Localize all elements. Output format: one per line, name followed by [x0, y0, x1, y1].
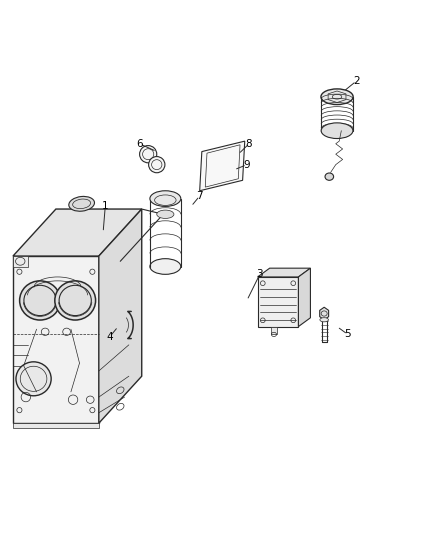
Ellipse shape — [150, 259, 181, 274]
Text: 7: 7 — [196, 191, 203, 201]
Ellipse shape — [55, 281, 95, 320]
Polygon shape — [13, 256, 28, 266]
Polygon shape — [13, 256, 99, 423]
Polygon shape — [271, 327, 277, 334]
Text: 5: 5 — [344, 329, 351, 340]
Text: 4: 4 — [106, 332, 113, 342]
Ellipse shape — [69, 196, 95, 211]
Text: 6: 6 — [136, 139, 143, 149]
Polygon shape — [200, 141, 245, 191]
Text: 2: 2 — [353, 76, 360, 86]
Polygon shape — [258, 277, 298, 327]
Ellipse shape — [20, 281, 60, 320]
Polygon shape — [258, 268, 311, 277]
Ellipse shape — [325, 173, 334, 180]
Polygon shape — [298, 268, 311, 327]
Text: 3: 3 — [257, 269, 263, 279]
Text: 1: 1 — [102, 201, 109, 212]
Text: 9: 9 — [244, 160, 250, 169]
Ellipse shape — [148, 157, 165, 173]
Ellipse shape — [16, 362, 51, 396]
Ellipse shape — [140, 146, 157, 163]
Text: 8: 8 — [246, 139, 252, 149]
Ellipse shape — [321, 89, 353, 104]
Ellipse shape — [321, 123, 353, 139]
Ellipse shape — [320, 318, 328, 322]
Polygon shape — [320, 307, 328, 320]
Polygon shape — [13, 209, 142, 256]
Polygon shape — [99, 209, 142, 423]
Ellipse shape — [150, 191, 181, 206]
Ellipse shape — [157, 210, 174, 219]
Polygon shape — [13, 423, 99, 429]
